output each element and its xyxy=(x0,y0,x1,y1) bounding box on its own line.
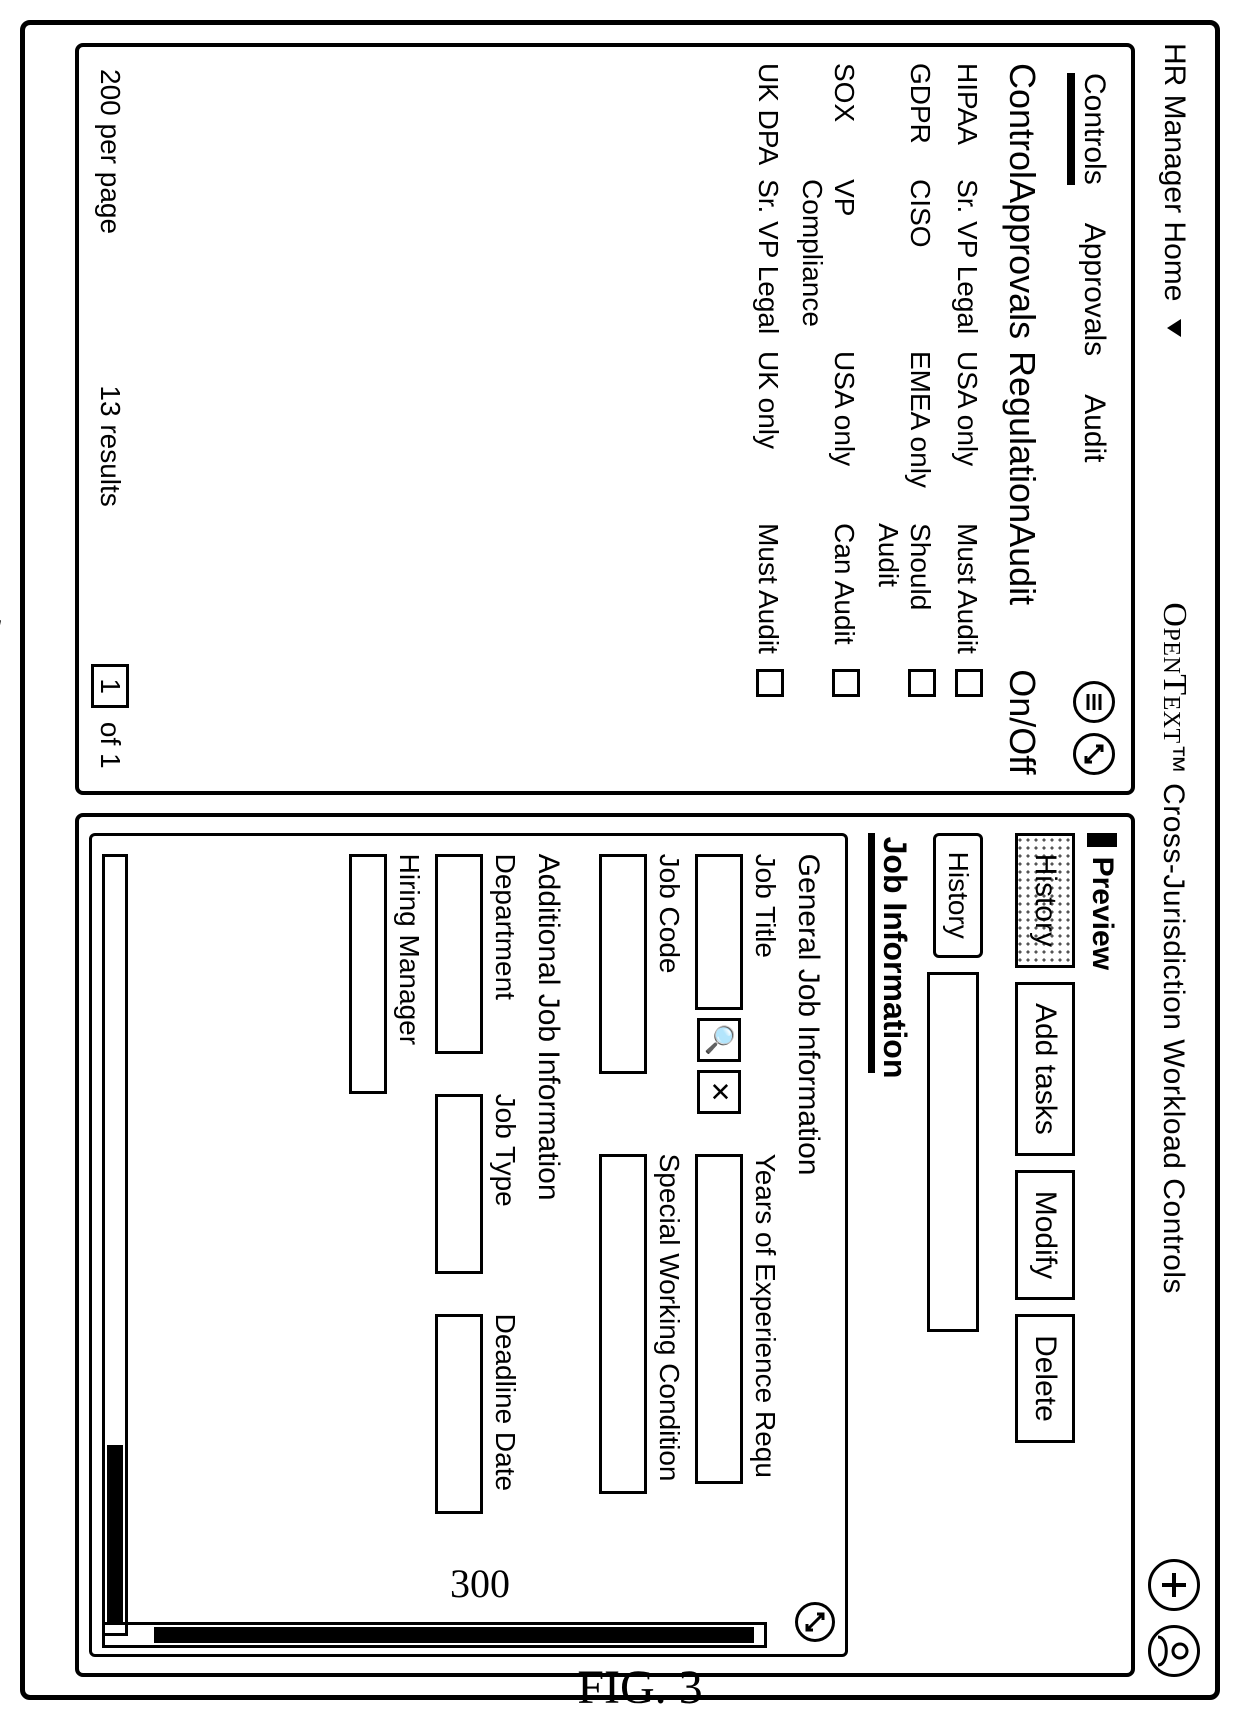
label-department: Department xyxy=(489,854,521,1054)
preview-title: Preview xyxy=(1085,857,1119,970)
years-exp-input[interactable] xyxy=(695,1154,743,1484)
label-job-type: Job Type xyxy=(489,1094,521,1274)
chevron-down-icon[interactable] xyxy=(1167,319,1181,337)
department-input[interactable] xyxy=(435,854,483,1054)
checkbox[interactable] xyxy=(796,669,860,774)
page-current[interactable]: 1 xyxy=(91,664,129,708)
section-general: General Job Information xyxy=(791,854,825,1636)
table-cell: Sr. VP Legal xyxy=(749,179,784,351)
search-icon[interactable]: 🔍 xyxy=(697,1018,741,1062)
label-working-cond: Special Working Condition xyxy=(653,1154,685,1494)
table-cell: Should Audit xyxy=(872,523,936,669)
job-title-input[interactable] xyxy=(695,854,743,1010)
label-hiring-mgr: Hiring Manager xyxy=(393,854,425,1094)
working-cond-input[interactable] xyxy=(599,1154,647,1494)
brand-name: OpenText xyxy=(1156,602,1193,743)
figure-ref-number: 300 xyxy=(450,1560,510,1607)
add-tasks-button[interactable]: Add tasks xyxy=(1015,982,1075,1156)
preview-body: General Job Information Job Title 🔍 ✕ Ye… xyxy=(89,833,848,1657)
table-cell: UK only xyxy=(749,351,784,523)
table-cell[interactable]: SOX xyxy=(796,63,860,179)
table-cell: USA only xyxy=(796,351,860,523)
checkbox[interactable] xyxy=(948,669,983,774)
history-button[interactable]: History xyxy=(1015,833,1075,968)
product-subtitle: Cross-Jurisdiction Workload Controls xyxy=(1157,774,1190,1294)
horizontal-scrollbar[interactable] xyxy=(102,854,128,1636)
table-cell: EMEA only xyxy=(872,351,936,523)
table-cell: Sr. VP Legal xyxy=(948,179,983,351)
table-cell: CISO xyxy=(872,179,936,351)
label-deadline: Deadline Date xyxy=(489,1314,521,1514)
close-icon[interactable]: ✕ xyxy=(697,1070,741,1114)
header-bar: HR Manager Home OpenText™ Cross-Jurisdic… xyxy=(1145,43,1203,1677)
controls-table: Control Approvals Regulation Audit On/Of… xyxy=(749,63,1043,775)
home-link[interactable]: HR Manager Home xyxy=(1157,43,1191,301)
marker-icon xyxy=(1087,833,1117,847)
page-total: of 1 xyxy=(95,722,126,769)
controls-pane: Controls Approvals Audit Control Appr xyxy=(75,43,1135,795)
table-cell: Must Audit xyxy=(948,523,983,669)
table-cell[interactable]: GDPR xyxy=(872,63,936,179)
table-cell[interactable]: HIPAA xyxy=(948,63,983,179)
left-footer: 200 per page 13 results 1 of 1 xyxy=(89,63,135,775)
job-code-input[interactable] xyxy=(599,854,647,1074)
job-info-title: Job Information xyxy=(876,833,913,1657)
tab-approvals[interactable]: Approvals xyxy=(1077,223,1111,356)
expand-body-icon[interactable] xyxy=(795,1602,835,1642)
col-control: Control xyxy=(995,63,1043,179)
table-cell: Must Audit xyxy=(749,523,784,669)
pager: 1 of 1 xyxy=(91,658,129,768)
ref-arrow-icon xyxy=(0,585,5,645)
expand-icon[interactable] xyxy=(1073,733,1115,775)
label-job-code: Job Code xyxy=(653,854,685,1074)
left-tabs: Controls Approvals Audit xyxy=(1073,63,1119,775)
deadline-input[interactable] xyxy=(435,1314,483,1514)
app-window: HR Manager Home OpenText™ Cross-Jurisdic… xyxy=(20,20,1220,1700)
section-additional: Additional Job Information xyxy=(531,854,565,1636)
checkbox[interactable] xyxy=(872,669,936,774)
preview-pane: Preview History Add tasks Modify Delete … xyxy=(75,813,1135,1677)
col-audit: Audit xyxy=(995,523,1043,669)
results-count: 13 results xyxy=(94,385,126,506)
label-years-exp: Years of Experience Requ xyxy=(749,1154,781,1484)
preview-header: Preview xyxy=(1085,833,1119,1657)
modify-button[interactable]: Modify xyxy=(1015,1170,1075,1300)
tm-mark: ™ xyxy=(1157,744,1190,775)
table-cell: VP Compliance xyxy=(796,179,860,351)
col-approvals: Approvals xyxy=(995,179,1043,351)
preview-toolbar: History Add tasks Modify Delete xyxy=(1015,833,1075,1657)
list-icon[interactable] xyxy=(1073,681,1115,723)
table-cell[interactable]: UK DPA xyxy=(749,63,784,179)
page-title: OpenText™ Cross-Jurisdiction Workload Co… xyxy=(1155,602,1193,1294)
breadcrumb[interactable]: HR Manager Home xyxy=(1157,43,1191,337)
table-cell: Can Audit xyxy=(796,523,860,669)
job-type-input[interactable] xyxy=(435,1094,483,1274)
history-input[interactable] xyxy=(927,972,979,1332)
table-cell: USA only xyxy=(948,351,983,523)
per-page-label[interactable]: 200 per page xyxy=(94,69,126,234)
delete-button[interactable]: Delete xyxy=(1015,1314,1075,1443)
label-job-title: Job Title xyxy=(749,854,781,1114)
tab-audit[interactable]: Audit xyxy=(1077,394,1111,462)
checkbox[interactable] xyxy=(749,669,784,774)
tab-controls[interactable]: Controls xyxy=(1077,73,1111,185)
add-icon[interactable] xyxy=(1148,1559,1200,1611)
col-onoff: On/Off xyxy=(995,669,1043,774)
figure-label: FIG. 3 xyxy=(20,1660,1240,1715)
history-tag[interactable]: History xyxy=(933,833,983,958)
hiring-mgr-input[interactable] xyxy=(349,854,387,1094)
vertical-scrollbar[interactable] xyxy=(102,1622,767,1648)
col-regulation: Regulation xyxy=(995,351,1043,523)
